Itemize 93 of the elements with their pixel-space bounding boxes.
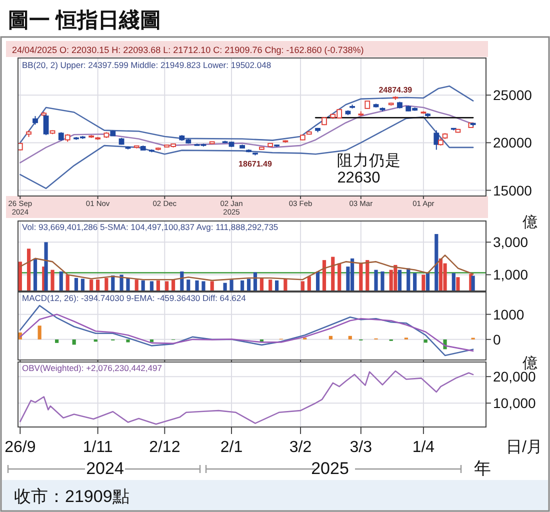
y-tick-label: 20000 bbox=[493, 134, 532, 151]
annotation: OBV(Weighted): +2,076,230,442,497 bbox=[22, 363, 162, 373]
bar bbox=[223, 282, 227, 291]
text: 24/04/2025 O: 22030.15 H: 22093.68 L: 21712.10 C: 21909.76 Chg: -162.860 (-0.738%) bbox=[12, 45, 364, 55]
bar bbox=[322, 260, 326, 291]
bar bbox=[134, 280, 138, 291]
bar bbox=[26, 248, 31, 291]
y-axis-title: 億 bbox=[522, 214, 538, 231]
bar bbox=[66, 274, 70, 291]
bar bbox=[366, 260, 370, 291]
line-series bbox=[20, 314, 474, 352]
bar bbox=[240, 280, 244, 291]
bar bbox=[350, 258, 354, 291]
bar bbox=[426, 273, 430, 291]
y-tick-label: 10,000 bbox=[493, 395, 536, 412]
bar bbox=[328, 336, 333, 340]
bar bbox=[300, 281, 304, 291]
bar bbox=[434, 234, 438, 291]
bar bbox=[18, 262, 22, 291]
bar bbox=[331, 256, 335, 291]
bar bbox=[359, 263, 363, 291]
bar bbox=[150, 281, 154, 291]
candlestick bbox=[434, 130, 440, 150]
bar bbox=[452, 273, 456, 291]
text: 2025 bbox=[311, 459, 349, 478]
x-tick-label: 2/1 bbox=[220, 439, 243, 456]
x-tick-label: 3/3 bbox=[350, 439, 372, 456]
bar bbox=[104, 278, 108, 291]
candlestick bbox=[43, 114, 49, 136]
y-tick-label: 1,000 bbox=[493, 266, 528, 283]
chart-title: 圖一 恒指日綫圖 bbox=[8, 9, 161, 32]
annotation: BB(20, 2) Upper: 24397.599 Middle: 21949.823 Lower: 19502.048 bbox=[22, 60, 272, 70]
bar bbox=[316, 271, 320, 291]
x-tick-label: 2/12 bbox=[149, 439, 180, 456]
text: 收市：21909點 bbox=[14, 487, 130, 506]
bar bbox=[44, 242, 48, 291]
line-series bbox=[20, 304, 474, 356]
bar bbox=[246, 278, 251, 291]
bar bbox=[202, 281, 206, 291]
bar bbox=[307, 276, 311, 291]
bar bbox=[438, 258, 443, 291]
bar bbox=[126, 339, 130, 342]
bar bbox=[126, 278, 130, 291]
bar bbox=[422, 274, 426, 291]
bar bbox=[210, 281, 214, 291]
bar bbox=[50, 270, 54, 291]
bar bbox=[413, 273, 417, 291]
annotation: Vol: 93,669,401,286 5-SMA: 104,497,100,837 Avg: 111,888,292,735 bbox=[22, 222, 278, 232]
x-tick-label: 1/4 bbox=[412, 439, 435, 456]
bar bbox=[74, 278, 78, 291]
x-tick-label: 26/9 bbox=[4, 439, 36, 456]
x-tick-label: 1/11 bbox=[82, 439, 113, 456]
bar bbox=[268, 280, 272, 291]
bar bbox=[394, 264, 398, 291]
line-series bbox=[20, 116, 474, 190]
y-tick-label: 15000 bbox=[493, 182, 532, 198]
text: 年 bbox=[474, 459, 491, 478]
bar bbox=[230, 280, 234, 291]
bar bbox=[33, 258, 38, 291]
bar bbox=[338, 263, 342, 291]
bar bbox=[380, 271, 384, 291]
bar bbox=[72, 339, 76, 345]
annotation: 阻力仍是 22630 bbox=[337, 152, 402, 187]
line-series bbox=[20, 254, 474, 282]
bar bbox=[80, 278, 84, 291]
bar bbox=[90, 280, 94, 291]
bar bbox=[275, 280, 279, 291]
bar bbox=[96, 280, 100, 291]
bar bbox=[398, 270, 402, 291]
bar bbox=[374, 270, 378, 291]
bar bbox=[55, 339, 59, 343]
x-tick-label: 3/2 bbox=[289, 439, 312, 456]
bar bbox=[195, 280, 199, 291]
x-axis-title: 日/月 bbox=[506, 439, 542, 456]
bar bbox=[59, 271, 63, 291]
y-tick-label: 0 bbox=[493, 331, 501, 348]
bar bbox=[348, 336, 352, 340]
y-tick-label: 1000 bbox=[493, 306, 524, 322]
bar bbox=[165, 281, 169, 291]
text: 2024 bbox=[86, 459, 124, 478]
line-series bbox=[20, 85, 474, 144]
annotation: 18671.49 bbox=[238, 159, 272, 168]
bar bbox=[456, 277, 460, 291]
bar bbox=[141, 280, 145, 291]
y-tick-label: 25000 bbox=[493, 87, 532, 104]
bar bbox=[38, 326, 42, 340]
annotation: MACD(12, 26): -394.74030 9-EMA: -459.36430 Diff: 64.624 bbox=[22, 293, 246, 303]
bar bbox=[120, 274, 124, 291]
bar bbox=[186, 280, 190, 291]
y-tick-label: 3,000 bbox=[493, 234, 528, 250]
bar bbox=[406, 268, 410, 291]
bar bbox=[156, 280, 160, 291]
annotation: 24874.39 bbox=[378, 85, 413, 94]
